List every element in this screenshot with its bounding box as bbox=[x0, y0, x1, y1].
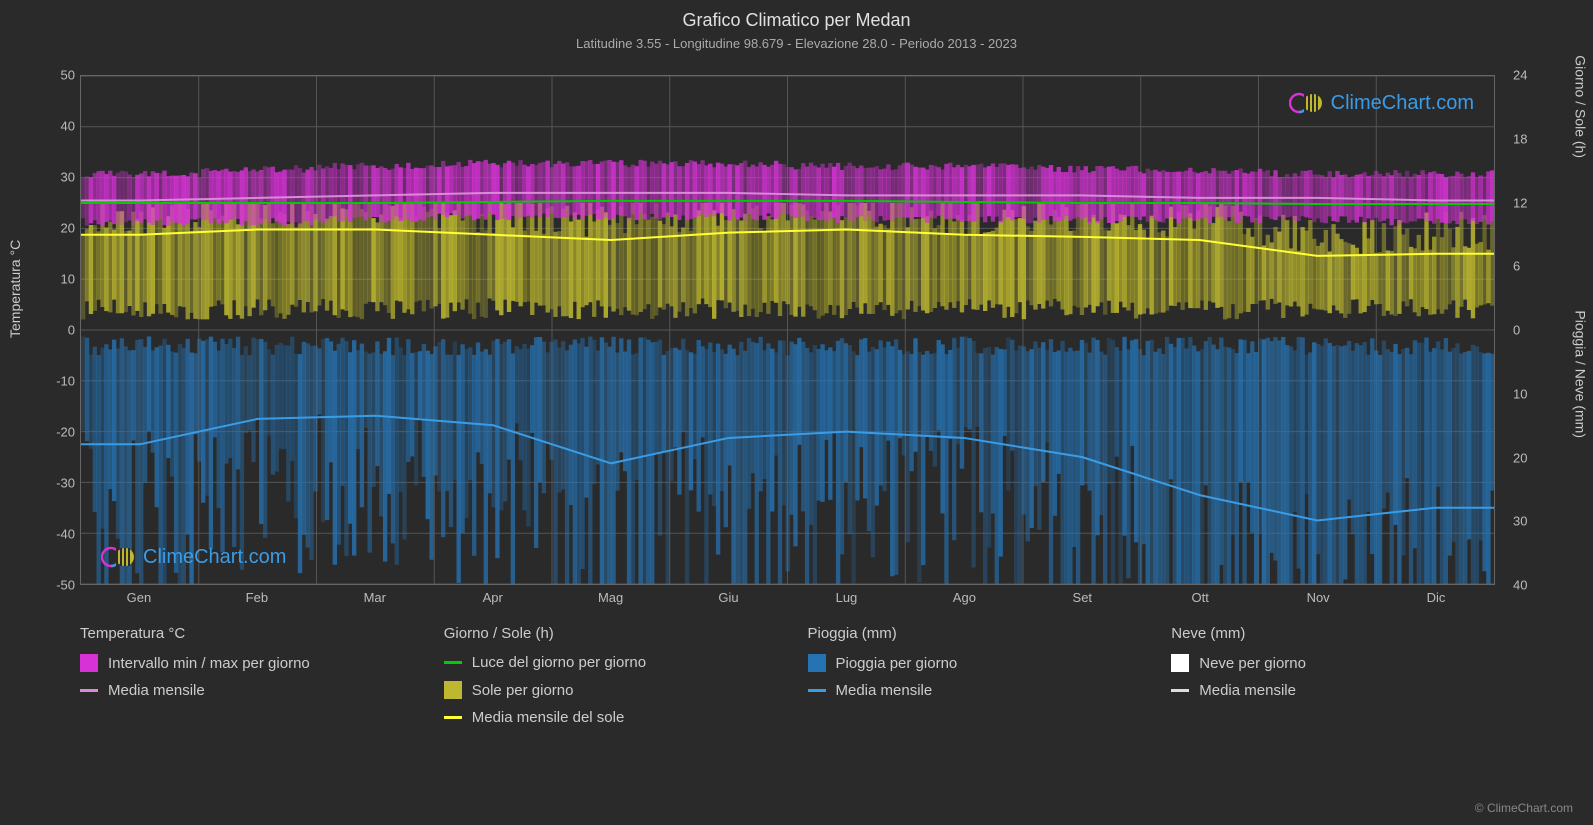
legend-swatch bbox=[444, 661, 462, 664]
y-tick-left: 30 bbox=[45, 170, 75, 185]
plot-area: ClimeChart.com ClimeChart.com bbox=[80, 75, 1495, 585]
x-tick: Gen bbox=[127, 590, 152, 605]
legend-column: Giorno / Sole (h) Luce del giorno per gio… bbox=[444, 625, 768, 736]
logo-icon bbox=[1289, 91, 1325, 115]
legend-label: Intervallo min / max per giorno bbox=[108, 655, 310, 672]
plot-svg bbox=[81, 76, 1494, 584]
x-tick: Set bbox=[1073, 590, 1093, 605]
y-tick-right: 24 bbox=[1513, 68, 1527, 83]
legend-label: Media mensile bbox=[108, 682, 205, 699]
x-tick: Ago bbox=[953, 590, 976, 605]
x-tick: Apr bbox=[483, 590, 503, 605]
x-tick: Nov bbox=[1307, 590, 1330, 605]
x-tick: Dic bbox=[1427, 590, 1446, 605]
legend-column: Neve (mm) Neve per giorno Media mensile bbox=[1171, 625, 1495, 736]
x-tick: Giu bbox=[718, 590, 738, 605]
legend-item: Media mensile bbox=[808, 682, 1132, 699]
legend-header: Temperatura °C bbox=[80, 625, 404, 642]
y-tick-left: -20 bbox=[45, 425, 75, 440]
y-tick-left: 50 bbox=[45, 68, 75, 83]
y-tick-left: 0 bbox=[45, 323, 75, 338]
legend-item: Neve per giorno bbox=[1171, 654, 1495, 672]
legend-label: Media mensile bbox=[1199, 682, 1296, 699]
legend-item: Media mensile del sole bbox=[444, 709, 768, 726]
watermark-text: ClimeChart.com bbox=[143, 546, 286, 569]
legend-header: Neve (mm) bbox=[1171, 625, 1495, 642]
x-tick: Ott bbox=[1192, 590, 1209, 605]
x-tick: Lug bbox=[836, 590, 858, 605]
x-tick: Mar bbox=[364, 590, 386, 605]
legend-swatch bbox=[444, 716, 462, 719]
y-tick-left: -30 bbox=[45, 476, 75, 491]
legend-column: Temperatura °C Intervallo min / max per g… bbox=[80, 625, 404, 736]
legend-item: Pioggia per giorno bbox=[808, 654, 1132, 672]
chart-title: Grafico Climatico per Medan bbox=[0, 0, 1593, 31]
y-axis-right-top-label: Giorno / Sole (h) bbox=[1573, 55, 1589, 158]
legend-item: Media mensile bbox=[1171, 682, 1495, 699]
watermark-top: ClimeChart.com bbox=[1289, 91, 1474, 115]
legend-swatch bbox=[444, 681, 462, 699]
y-tick-left: 40 bbox=[45, 119, 75, 134]
legend-label: Media mensile del sole bbox=[472, 709, 625, 726]
legend-item: Sole per giorno bbox=[444, 681, 768, 699]
legend-header: Giorno / Sole (h) bbox=[444, 625, 768, 642]
legend-label: Media mensile bbox=[836, 682, 933, 699]
y-tick-left: -10 bbox=[45, 374, 75, 389]
legend-swatch bbox=[808, 654, 826, 672]
y-tick-right: 20 bbox=[1513, 450, 1527, 465]
legend-header: Pioggia (mm) bbox=[808, 625, 1132, 642]
y-axis-right-ticks: 0612182410203040 bbox=[1513, 75, 1543, 585]
logo-icon bbox=[101, 545, 137, 569]
y-tick-left: -50 bbox=[45, 578, 75, 593]
y-tick-right: 12 bbox=[1513, 195, 1527, 210]
legend-swatch bbox=[80, 689, 98, 692]
legend-item: Media mensile bbox=[80, 682, 404, 699]
y-axis-right-bottom-label: Pioggia / Neve (mm) bbox=[1573, 310, 1589, 438]
y-axis-left-ticks: -50-40-30-20-1001020304050 bbox=[45, 75, 75, 585]
y-tick-right: 10 bbox=[1513, 386, 1527, 401]
x-tick: Feb bbox=[246, 590, 268, 605]
watermark-text: ClimeChart.com bbox=[1331, 92, 1474, 115]
legend-label: Luce del giorno per giorno bbox=[472, 654, 646, 671]
y-tick-left: -40 bbox=[45, 527, 75, 542]
legend-label: Pioggia per giorno bbox=[836, 655, 958, 672]
y-tick-left: 20 bbox=[45, 221, 75, 236]
legend-swatch bbox=[1171, 654, 1189, 672]
legend-swatch bbox=[1171, 689, 1189, 692]
legend-column: Pioggia (mm) Pioggia per giorno Media mens… bbox=[808, 625, 1132, 736]
climate-chart: Grafico Climatico per Medan Latitudine 3… bbox=[0, 0, 1593, 825]
legend-item: Intervallo min / max per giorno bbox=[80, 654, 404, 672]
y-tick-right: 30 bbox=[1513, 514, 1527, 529]
y-axis-left-label: Temperatura °C bbox=[7, 240, 23, 338]
copyright: © ClimeChart.com bbox=[1475, 801, 1573, 815]
legend-label: Sole per giorno bbox=[472, 682, 574, 699]
y-tick-right: 40 bbox=[1513, 578, 1527, 593]
y-tick-right: 6 bbox=[1513, 259, 1520, 274]
x-tick: Mag bbox=[598, 590, 623, 605]
legend-item: Luce del giorno per giorno bbox=[444, 654, 768, 671]
legend: Temperatura °C Intervallo min / max per g… bbox=[80, 625, 1495, 736]
legend-swatch bbox=[808, 689, 826, 692]
watermark-bottom: ClimeChart.com bbox=[101, 545, 286, 569]
legend-label: Neve per giorno bbox=[1199, 655, 1306, 672]
legend-swatch bbox=[80, 654, 98, 672]
x-axis-ticks: Gen Feb Mar Apr Mag Giu Lug Ago Set Ott Nov Dic bbox=[80, 590, 1495, 610]
y-tick-left: 10 bbox=[45, 272, 75, 287]
y-tick-right: 18 bbox=[1513, 131, 1527, 146]
y-tick-right: 0 bbox=[1513, 323, 1520, 338]
chart-subtitle: Latitudine 3.55 - Longitudine 98.679 - E… bbox=[0, 31, 1593, 51]
